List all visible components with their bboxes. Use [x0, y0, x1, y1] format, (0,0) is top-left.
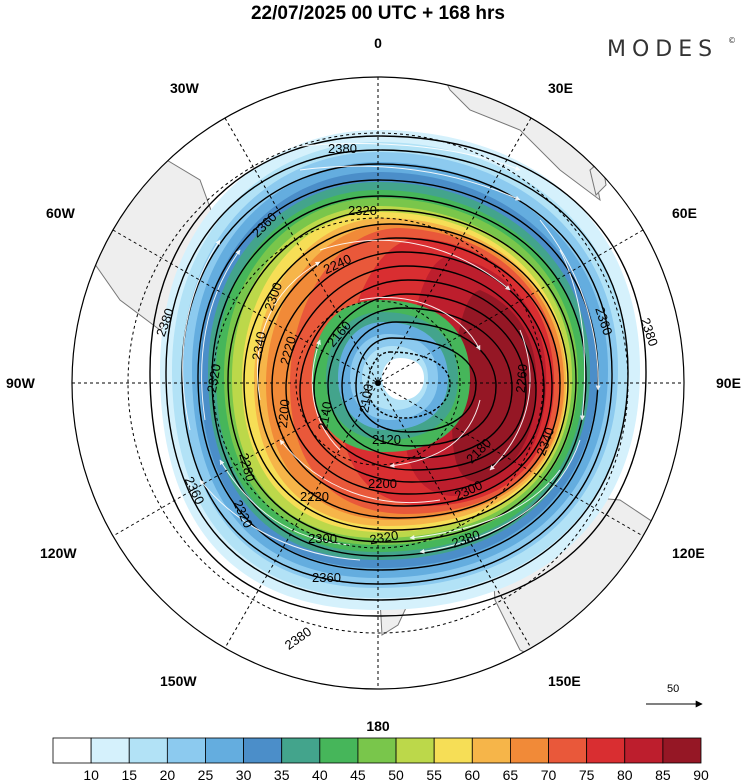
contour-label: 2320 — [204, 363, 224, 394]
contour-label: 2120 — [372, 432, 401, 447]
lon-label-90e: 90E — [716, 375, 741, 391]
south-pole-point — [375, 380, 381, 386]
lon-label-120e: 120E — [672, 545, 705, 561]
wind-streamlines — [182, 143, 601, 561]
colorbar-tick-label: 85 — [655, 767, 671, 782]
colorbar-tick-label: 25 — [198, 767, 214, 782]
vector-reference: 50 — [646, 683, 703, 708]
colorbar-tick-label: 70 — [541, 767, 557, 782]
contour-label: 2360 — [312, 570, 341, 585]
colorbar-swatch — [243, 737, 283, 764]
colorbar-swatch — [52, 737, 92, 764]
lon-label-30w: 30W — [170, 80, 200, 96]
colorbar-swatch — [586, 737, 626, 764]
colorbar-tick-label: 35 — [274, 767, 290, 782]
colorbar-swatch — [395, 737, 435, 764]
polar-map: 0 180 90W 90E 30W 60W 30E 60E 120W 150W … — [6, 35, 741, 734]
contour-label: 2200 — [275, 399, 292, 429]
brand-text: MODES — [607, 37, 718, 62]
colorbar-swatch — [510, 737, 549, 764]
lon-label-120w: 120W — [40, 545, 77, 561]
lon-label-180: 180 — [366, 718, 390, 734]
brand-mark: © — [728, 36, 736, 45]
colorbar-tick-label: 15 — [121, 767, 137, 782]
lon-label-60w: 60W — [46, 205, 76, 221]
contour-label: 2100 — [356, 383, 376, 414]
contour-label: 2380 — [328, 141, 357, 156]
colorbar-swatch — [166, 737, 206, 764]
colorbar-tick-label: 50 — [388, 767, 404, 782]
colorbar-swatch — [548, 737, 588, 764]
colorbar-swatch — [281, 737, 321, 764]
colorbar-tick-label: 90 — [693, 767, 709, 782]
colorbar-swatch — [128, 737, 168, 764]
colorbar-tick-label: 60 — [465, 767, 481, 782]
modes-logo: MODES © — [607, 36, 736, 62]
colorbar-tick-label: 10 — [83, 767, 99, 782]
lon-label-60e: 60E — [672, 205, 697, 221]
colorbar: 10 15 20 25 30 35 40 45 50 55 60 65 70 75 80 85 90 — [52, 737, 709, 782]
lon-label-150w: 150W — [160, 673, 197, 689]
colorbar-swatch — [90, 737, 130, 764]
lon-label-30e: 30E — [548, 80, 573, 96]
lon-label-0: 0 — [374, 35, 382, 51]
vector-reference-label: 50 — [667, 683, 679, 695]
map-boundary — [71, 76, 685, 690]
colorbar-swatch — [662, 737, 702, 764]
contour-label: 2320 — [348, 203, 377, 218]
chart-title: 22/07/2025 00 UTC + 168 hrs — [251, 3, 505, 24]
contour-label: 2280 — [236, 451, 258, 483]
contour-label: 2220 — [277, 335, 299, 367]
contour-label: 2220 — [300, 489, 329, 504]
contour-label: 2320 — [368, 528, 399, 548]
colorbar-swatch — [319, 737, 359, 764]
colorbar-tick-label: 75 — [579, 767, 595, 782]
contour-label: 2260 — [513, 363, 530, 393]
lon-label-150e: 150E — [548, 673, 581, 689]
colorbar-tick-label: 65 — [503, 767, 519, 782]
longitude-labels: 0 180 90W 90E 30W 60W 30E 60E 120W 150W … — [6, 35, 741, 734]
colorbar-swatch — [624, 737, 664, 764]
colorbar-tick-label: 30 — [236, 767, 252, 782]
colorbar-tick-label: 55 — [426, 767, 442, 782]
contour-label: 2200 — [368, 476, 397, 491]
contour-label: 2140 — [315, 400, 335, 431]
lon-label-90w: 90W — [6, 375, 36, 391]
colorbar-tick-label: 45 — [350, 767, 366, 782]
colorbar-swatch — [357, 737, 397, 764]
contour-label: 2340 — [249, 330, 269, 361]
colorbar-tick-label: 40 — [312, 767, 328, 782]
colorbar-tick-label: 20 — [160, 767, 176, 782]
contour-label: 2300 — [308, 531, 337, 546]
colorbar-swatch — [471, 737, 511, 764]
colorbar-swatch — [205, 737, 244, 764]
colorbar-tick-label: 80 — [617, 767, 633, 782]
colorbar-swatch — [433, 737, 473, 764]
